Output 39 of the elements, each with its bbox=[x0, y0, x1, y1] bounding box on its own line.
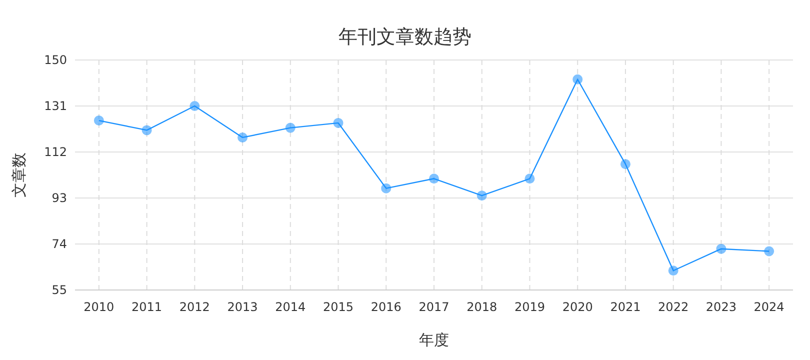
x-tick-label: 2011 bbox=[132, 300, 162, 314]
x-tick-label: 2018 bbox=[466, 300, 498, 314]
x-tick-label: 2010 bbox=[84, 300, 114, 314]
x-tick-label: 2024 bbox=[754, 300, 784, 314]
x-tick-label: 2013 bbox=[227, 300, 258, 314]
chart-title: 年刊文章数趋势 bbox=[338, 26, 472, 48]
point bbox=[238, 132, 248, 142]
y-axis-title: 文章数 bbox=[10, 152, 28, 198]
y-tick-label: 74 bbox=[52, 237, 67, 251]
y-tick-label: 150 bbox=[44, 53, 67, 67]
x-tick-label: 2020 bbox=[562, 300, 593, 314]
point bbox=[716, 244, 726, 254]
point bbox=[190, 101, 200, 111]
y-tick-label: 131 bbox=[44, 99, 67, 113]
x-tick-label: 2021 bbox=[610, 300, 641, 314]
point bbox=[94, 116, 104, 126]
point bbox=[381, 183, 392, 194]
x-tick-label: 2012 bbox=[179, 300, 210, 314]
y-tick-label: 93 bbox=[52, 191, 67, 205]
x-tick-label: 2017 bbox=[418, 300, 450, 314]
point bbox=[285, 122, 296, 133]
x-tick-label: 2022 bbox=[658, 300, 689, 314]
point bbox=[429, 174, 439, 184]
x-tick-label: 2023 bbox=[706, 300, 736, 314]
point bbox=[668, 266, 678, 276]
x-tick-label: 2014 bbox=[275, 300, 306, 314]
point bbox=[476, 190, 487, 201]
y-tick-label: 55 bbox=[52, 283, 67, 297]
point bbox=[524, 174, 535, 184]
point bbox=[333, 118, 344, 128]
point bbox=[142, 125, 152, 136]
point bbox=[572, 74, 583, 84]
x-axis-title: 年度 bbox=[419, 331, 449, 349]
x-tick-label: 2019 bbox=[514, 300, 546, 314]
point bbox=[764, 246, 774, 256]
y-tick-label: 112 bbox=[44, 145, 67, 159]
point bbox=[620, 159, 630, 170]
x-tick-label: 2016 bbox=[370, 300, 402, 314]
x-tick-label: 2015 bbox=[322, 300, 354, 314]
